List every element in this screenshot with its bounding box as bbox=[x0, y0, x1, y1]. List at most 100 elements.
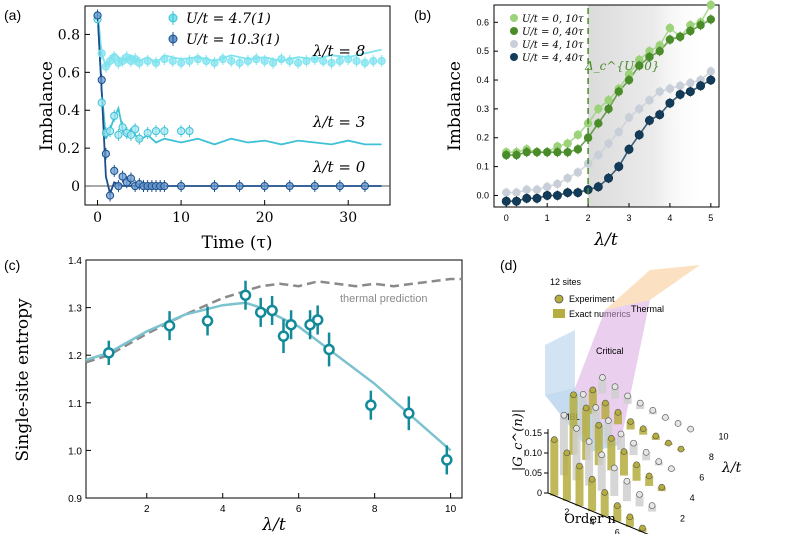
c-data-point bbox=[441, 454, 453, 466]
a-data-point bbox=[151, 126, 161, 136]
c-data-point bbox=[266, 304, 278, 317]
b-data-point bbox=[624, 70, 634, 79]
b-ytick-label: 0.2 bbox=[476, 133, 489, 143]
d-experiment-point bbox=[636, 491, 643, 498]
a-ytick-label: 0.2 bbox=[58, 141, 80, 157]
b-data-point bbox=[573, 168, 583, 177]
d-experiment-point bbox=[620, 448, 628, 455]
b-data-point bbox=[553, 142, 562, 151]
c-ytick-label: 1.1 bbox=[68, 399, 82, 410]
a-data-point bbox=[93, 11, 102, 20]
panel-d-legend-experiment: Experiment bbox=[569, 294, 615, 304]
b-ytick-label: 0.6 bbox=[476, 17, 489, 27]
d-bar bbox=[562, 452, 571, 501]
d-bar bbox=[604, 420, 613, 445]
b-xtick-label: 1 bbox=[545, 213, 550, 223]
legend-b-u0-40 bbox=[510, 27, 518, 35]
d-experiment-point bbox=[668, 465, 675, 473]
d-bar bbox=[588, 389, 597, 414]
a-xtick-label: 0 bbox=[93, 210, 102, 226]
a-ytick-label: 0.8 bbox=[58, 27, 80, 43]
a-xtick-label: 20 bbox=[256, 210, 274, 226]
a-data-point bbox=[185, 126, 194, 136]
a-data-point bbox=[126, 130, 136, 139]
panel-a-label: (a) bbox=[4, 7, 21, 23]
d-experiment-point bbox=[611, 464, 618, 472]
b-data-point bbox=[593, 182, 603, 192]
a-ytick-label: 0.4 bbox=[58, 103, 80, 119]
b-data-point bbox=[542, 147, 552, 157]
b-data-point bbox=[675, 89, 685, 99]
b-data-point bbox=[655, 46, 664, 56]
c-xtick-label: 6 bbox=[296, 504, 302, 515]
b-data-point bbox=[706, 67, 716, 76]
b-data-point bbox=[665, 23, 675, 33]
a-data-point bbox=[268, 58, 278, 67]
d-experiment-point bbox=[560, 411, 568, 419]
a-data-point bbox=[110, 53, 119, 62]
c-data-point bbox=[403, 407, 415, 420]
panel-b-annotation: Δ_c^{U=0} bbox=[584, 59, 660, 73]
d-bar bbox=[619, 451, 628, 476]
b-data-point bbox=[563, 188, 573, 198]
c-data-point bbox=[254, 306, 267, 319]
b-data-point bbox=[665, 35, 675, 44]
b-data-point bbox=[502, 188, 511, 197]
legend-b-u4-40 bbox=[510, 53, 518, 61]
d-experiment-point bbox=[627, 418, 634, 425]
d-bar bbox=[610, 467, 619, 496]
panel-d-label: (d) bbox=[500, 257, 517, 273]
a-data-point bbox=[377, 56, 386, 66]
b-data-point bbox=[594, 104, 603, 114]
b-data-point bbox=[644, 115, 654, 125]
b-data-point bbox=[532, 147, 542, 157]
d-bar bbox=[600, 492, 609, 517]
d-bar bbox=[559, 415, 568, 476]
panel-c-axes: 2 4 6 8 10 0.9 1.0 1.1 1.2 1.3 1.4 bbox=[68, 256, 457, 515]
a-data-point bbox=[344, 54, 353, 64]
b-data-point bbox=[604, 139, 613, 148]
a-data-point bbox=[335, 56, 344, 66]
a-data-point bbox=[160, 126, 169, 136]
d-bar bbox=[616, 433, 625, 450]
b-data-point bbox=[645, 52, 654, 62]
b-data-point bbox=[583, 133, 593, 142]
panel-c-xlabel: λ/t bbox=[261, 515, 286, 534]
b-data-point bbox=[675, 81, 685, 91]
c-thermal-line bbox=[85, 277, 462, 364]
b-xtick-label: 3 bbox=[626, 213, 631, 223]
d-experiment-point bbox=[579, 391, 587, 398]
b-ytick-label: 0.5 bbox=[476, 46, 489, 56]
panel-a: (a) 0 10 20 30 0 0.2 0.4 0.6 0.8 Time (τ) Imbala… bbox=[4, 5, 391, 253]
d-ntick-label: 4 bbox=[590, 517, 595, 527]
legend-b-u4-40-label: U/t = 4, 40τ bbox=[522, 53, 584, 64]
a-data-point bbox=[360, 58, 370, 67]
panel-d-legend-numerics-marker bbox=[553, 309, 565, 318]
legend-b-u4-10-label: U/t = 4, 10τ bbox=[522, 40, 584, 51]
panel-a-frame bbox=[84, 5, 391, 206]
legend-b-u4-10 bbox=[510, 40, 518, 48]
b-data-point bbox=[594, 119, 603, 128]
panel-d-legend-title: 12 sites bbox=[550, 277, 582, 287]
a-xtick-label: 10 bbox=[172, 210, 190, 226]
a-data-point bbox=[176, 181, 186, 191]
b-data-point bbox=[635, 61, 644, 70]
b-data-point bbox=[706, 75, 716, 85]
d-bar bbox=[642, 452, 651, 461]
panel-a-xlabel: Time (τ) bbox=[201, 233, 272, 253]
a-data-point bbox=[285, 56, 294, 66]
d-bar bbox=[585, 441, 594, 486]
d-bar bbox=[614, 412, 622, 425]
b-ytick-label: 0.4 bbox=[476, 75, 489, 85]
panel-d-ylabel: |G_c^(n)| bbox=[511, 409, 526, 471]
d-bar bbox=[622, 481, 631, 502]
b-data-point bbox=[696, 21, 705, 30]
b-data-point bbox=[511, 196, 521, 206]
d-experiment-point bbox=[645, 472, 653, 480]
b-data-point bbox=[614, 87, 623, 96]
a-data-point bbox=[285, 181, 294, 191]
d-experiment-point bbox=[585, 438, 593, 445]
d-ntick-label: 2 bbox=[564, 507, 569, 517]
panel-d-mbl-band-upper bbox=[545, 330, 575, 395]
a-data-point bbox=[114, 130, 123, 139]
